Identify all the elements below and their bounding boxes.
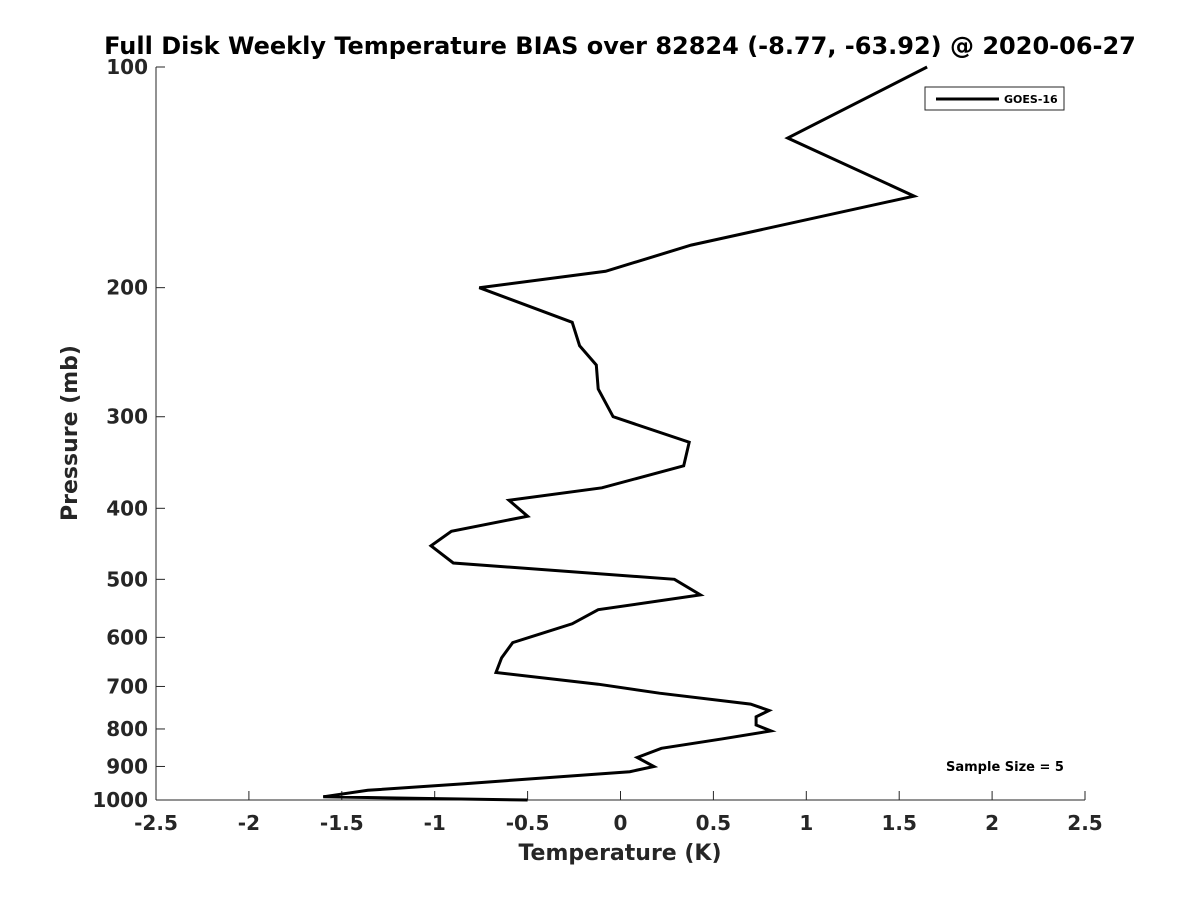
y-tick-label: 500	[106, 567, 148, 591]
y-tick-label: 600	[106, 625, 148, 649]
y-tick-label: 1000	[92, 788, 148, 812]
x-tick-label: -0.5	[506, 811, 550, 835]
chart-title: Full Disk Weekly Temperature BIAS over 8…	[104, 32, 1136, 60]
x-axis: -2.5 -2 -1.5 -1 -0.5 0 0.5 1 1.5 2 2.5	[134, 791, 1103, 835]
x-tick-label: -1	[424, 811, 446, 835]
x-tick-label: -2.5	[134, 811, 178, 835]
x-tick-label: 0	[614, 811, 628, 835]
y-tick-label: 200	[106, 276, 148, 300]
legend-label-goes-16: GOES-16	[1004, 93, 1058, 106]
y-tick-label: 400	[106, 496, 148, 520]
y-tick-label: 900	[106, 754, 148, 778]
y-tick-label: 700	[106, 674, 148, 698]
x-tick-label: 0.5	[696, 811, 731, 835]
x-tick-label: 2	[985, 811, 999, 835]
plot-area	[156, 67, 1085, 800]
x-tick-label: -1.5	[320, 811, 364, 835]
series-line-goes-16	[322, 65, 928, 802]
x-axis-label: Temperature (K)	[518, 841, 721, 866]
x-tick-label: -2	[238, 811, 260, 835]
x-tick-label: 1	[799, 811, 813, 835]
y-tick-label: 800	[106, 717, 148, 741]
series-group	[322, 65, 928, 802]
y-tick-label: 300	[106, 405, 148, 429]
y-axis-label: Pressure (mb)	[58, 345, 83, 521]
x-tick-label: 2.5	[1067, 811, 1102, 835]
y-axis: 100 200 300 400 500 600 700 800 900 1000	[92, 55, 165, 812]
legend: GOES-16	[924, 86, 1065, 111]
y-tick-label: 100	[106, 55, 148, 79]
x-tick-label: 1.5	[881, 811, 916, 835]
sample-size-annotation: Sample Size = 5	[946, 760, 1064, 775]
